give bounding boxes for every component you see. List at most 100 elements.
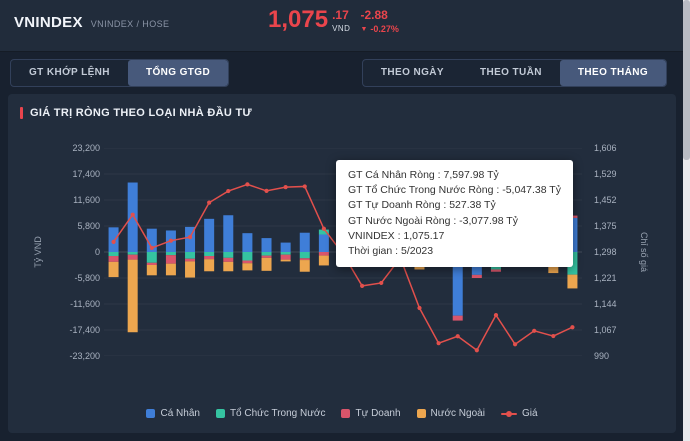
tab-gt-khop-lenh[interactable]: GT KHỚP LỆNH [11,60,128,86]
tab-theo-thang[interactable]: THEO THÁNG [559,60,666,86]
price-dot[interactable] [168,238,174,243]
bar-segment[interactable] [204,252,215,257]
bar-segment[interactable] [165,255,176,264]
bar-segment[interactable] [204,256,215,260]
bar-segment[interactable] [165,252,176,256]
legend-item[interactable]: Tự Doanh [341,408,401,419]
bar-segment[interactable] [318,229,329,235]
bar-segment[interactable] [280,254,291,260]
bar-segment[interactable] [127,254,138,260]
price-dot[interactable] [130,212,135,217]
legend-item[interactable]: Cá Nhân [146,408,200,419]
vertical-scrollbar[interactable] [683,0,690,441]
price-dot[interactable] [226,188,231,194]
bar-segment[interactable] [108,261,119,278]
price-dot[interactable] [455,334,460,339]
bar-segment[interactable] [185,226,196,252]
bar-segment[interactable] [165,263,176,276]
price-dot[interactable] [474,348,479,353]
left-axis-tick: 23,200 [72,143,100,153]
bar-segment[interactable] [452,315,463,321]
price-dot[interactable] [551,333,556,339]
bar-segment[interactable] [146,252,157,263]
right-axis-tick: 1,067 [594,325,617,335]
price-dot[interactable] [436,341,441,346]
right-axis-tick: 1,529 [594,169,617,179]
scrollbar-thumb[interactable] [683,0,690,160]
bar-segment[interactable] [242,252,253,261]
bar-segment[interactable] [490,266,501,270]
bar-segment[interactable] [280,242,291,252]
bar-segment[interactable] [204,259,215,272]
price-dot[interactable] [302,184,307,189]
bar-segment[interactable] [318,252,329,256]
bar-segment[interactable] [471,274,482,278]
price-dot[interactable] [283,185,288,190]
bar-segment[interactable] [299,260,310,272]
price-dot[interactable] [111,239,116,244]
bar-segment[interactable] [108,227,119,252]
bar-segment[interactable] [242,260,253,264]
bar-segment[interactable] [223,215,234,252]
legend-item[interactable]: Tổ Chức Trong Nước [215,408,326,419]
bar-segment[interactable] [127,252,138,255]
price-dot[interactable] [264,188,269,193]
tab-theo-ngay[interactable]: THEO NGÀY [363,60,462,86]
bar-segment[interactable] [108,256,119,262]
bar-segment[interactable] [185,258,196,262]
tooltip-line: GT Tổ Chức Trong Nước Ròng : -5,047.38 T… [348,184,561,197]
legend-item[interactable]: Giá [500,408,538,419]
legend-item[interactable]: Nước Ngoài [416,408,485,419]
bar-segment[interactable] [548,262,559,274]
price-dot[interactable] [512,342,518,347]
tab-tong-gtgd[interactable]: TỔNG GTGD [127,60,229,86]
price-dot[interactable] [187,235,193,240]
bar-segment[interactable] [280,252,291,255]
bar-segment[interactable] [242,233,253,252]
price-dot[interactable] [570,325,575,330]
price-dot[interactable] [532,328,537,333]
legend-square-marker [341,409,351,418]
period-tab-group: THEO NGÀY THEO TUẦN THEO THÁNG [361,59,667,87]
tooltip-line: GT Cá Nhân Ròng : 7,597.98 Tỷ [348,169,499,181]
price-dot[interactable] [207,200,212,205]
left-axis-tick: -23,200 [69,351,100,361]
price-dot[interactable] [149,245,154,251]
bar-segment[interactable] [127,182,138,252]
tab-theo-tuan[interactable]: THEO TUẦN [462,60,560,86]
price-dot[interactable] [417,305,422,311]
bar-segment[interactable] [185,252,196,259]
price-dot[interactable] [493,312,499,318]
bar-segment[interactable] [452,252,463,316]
price-dot[interactable] [379,280,384,286]
bar-segment[interactable] [223,252,234,258]
bar-segment[interactable] [261,257,272,271]
bar-segment[interactable] [146,265,157,276]
legend-label: Tổ Chức Trong Nước [229,408,326,419]
bar-segment[interactable] [299,258,310,261]
price-dot[interactable] [321,226,326,231]
bar-segment[interactable] [261,255,272,258]
bar-segment[interactable] [261,238,272,252]
bar-segment[interactable] [204,218,215,252]
bar-segment[interactable] [127,259,138,333]
bar-segment[interactable] [280,259,291,262]
bar-segment[interactable] [242,263,253,271]
bar-segment[interactable] [299,232,310,252]
left-axis-ticks: 23,200 17,400 11,600 5,800 0 -5,800 -11,600 -17… [52,143,100,361]
bar-segment[interactable] [223,261,234,272]
bar-segment[interactable] [318,234,329,252]
bar-segment[interactable] [146,262,157,265]
bar-segment[interactable] [223,257,234,262]
bar-segment[interactable] [185,261,196,278]
bar-segment[interactable] [318,255,329,266]
price-dot[interactable] [245,182,250,187]
bar-segment[interactable] [108,252,119,257]
bar-segment[interactable] [299,252,310,259]
bar-segment[interactable] [567,274,578,289]
bar-segment[interactable] [490,269,501,272]
price-dot[interactable] [360,283,365,288]
bar-segment[interactable] [261,252,272,256]
bar-segment[interactable] [146,228,157,252]
price-block: 1,075 .17 VND -2.88 ▼ -0.27% [268,8,399,35]
